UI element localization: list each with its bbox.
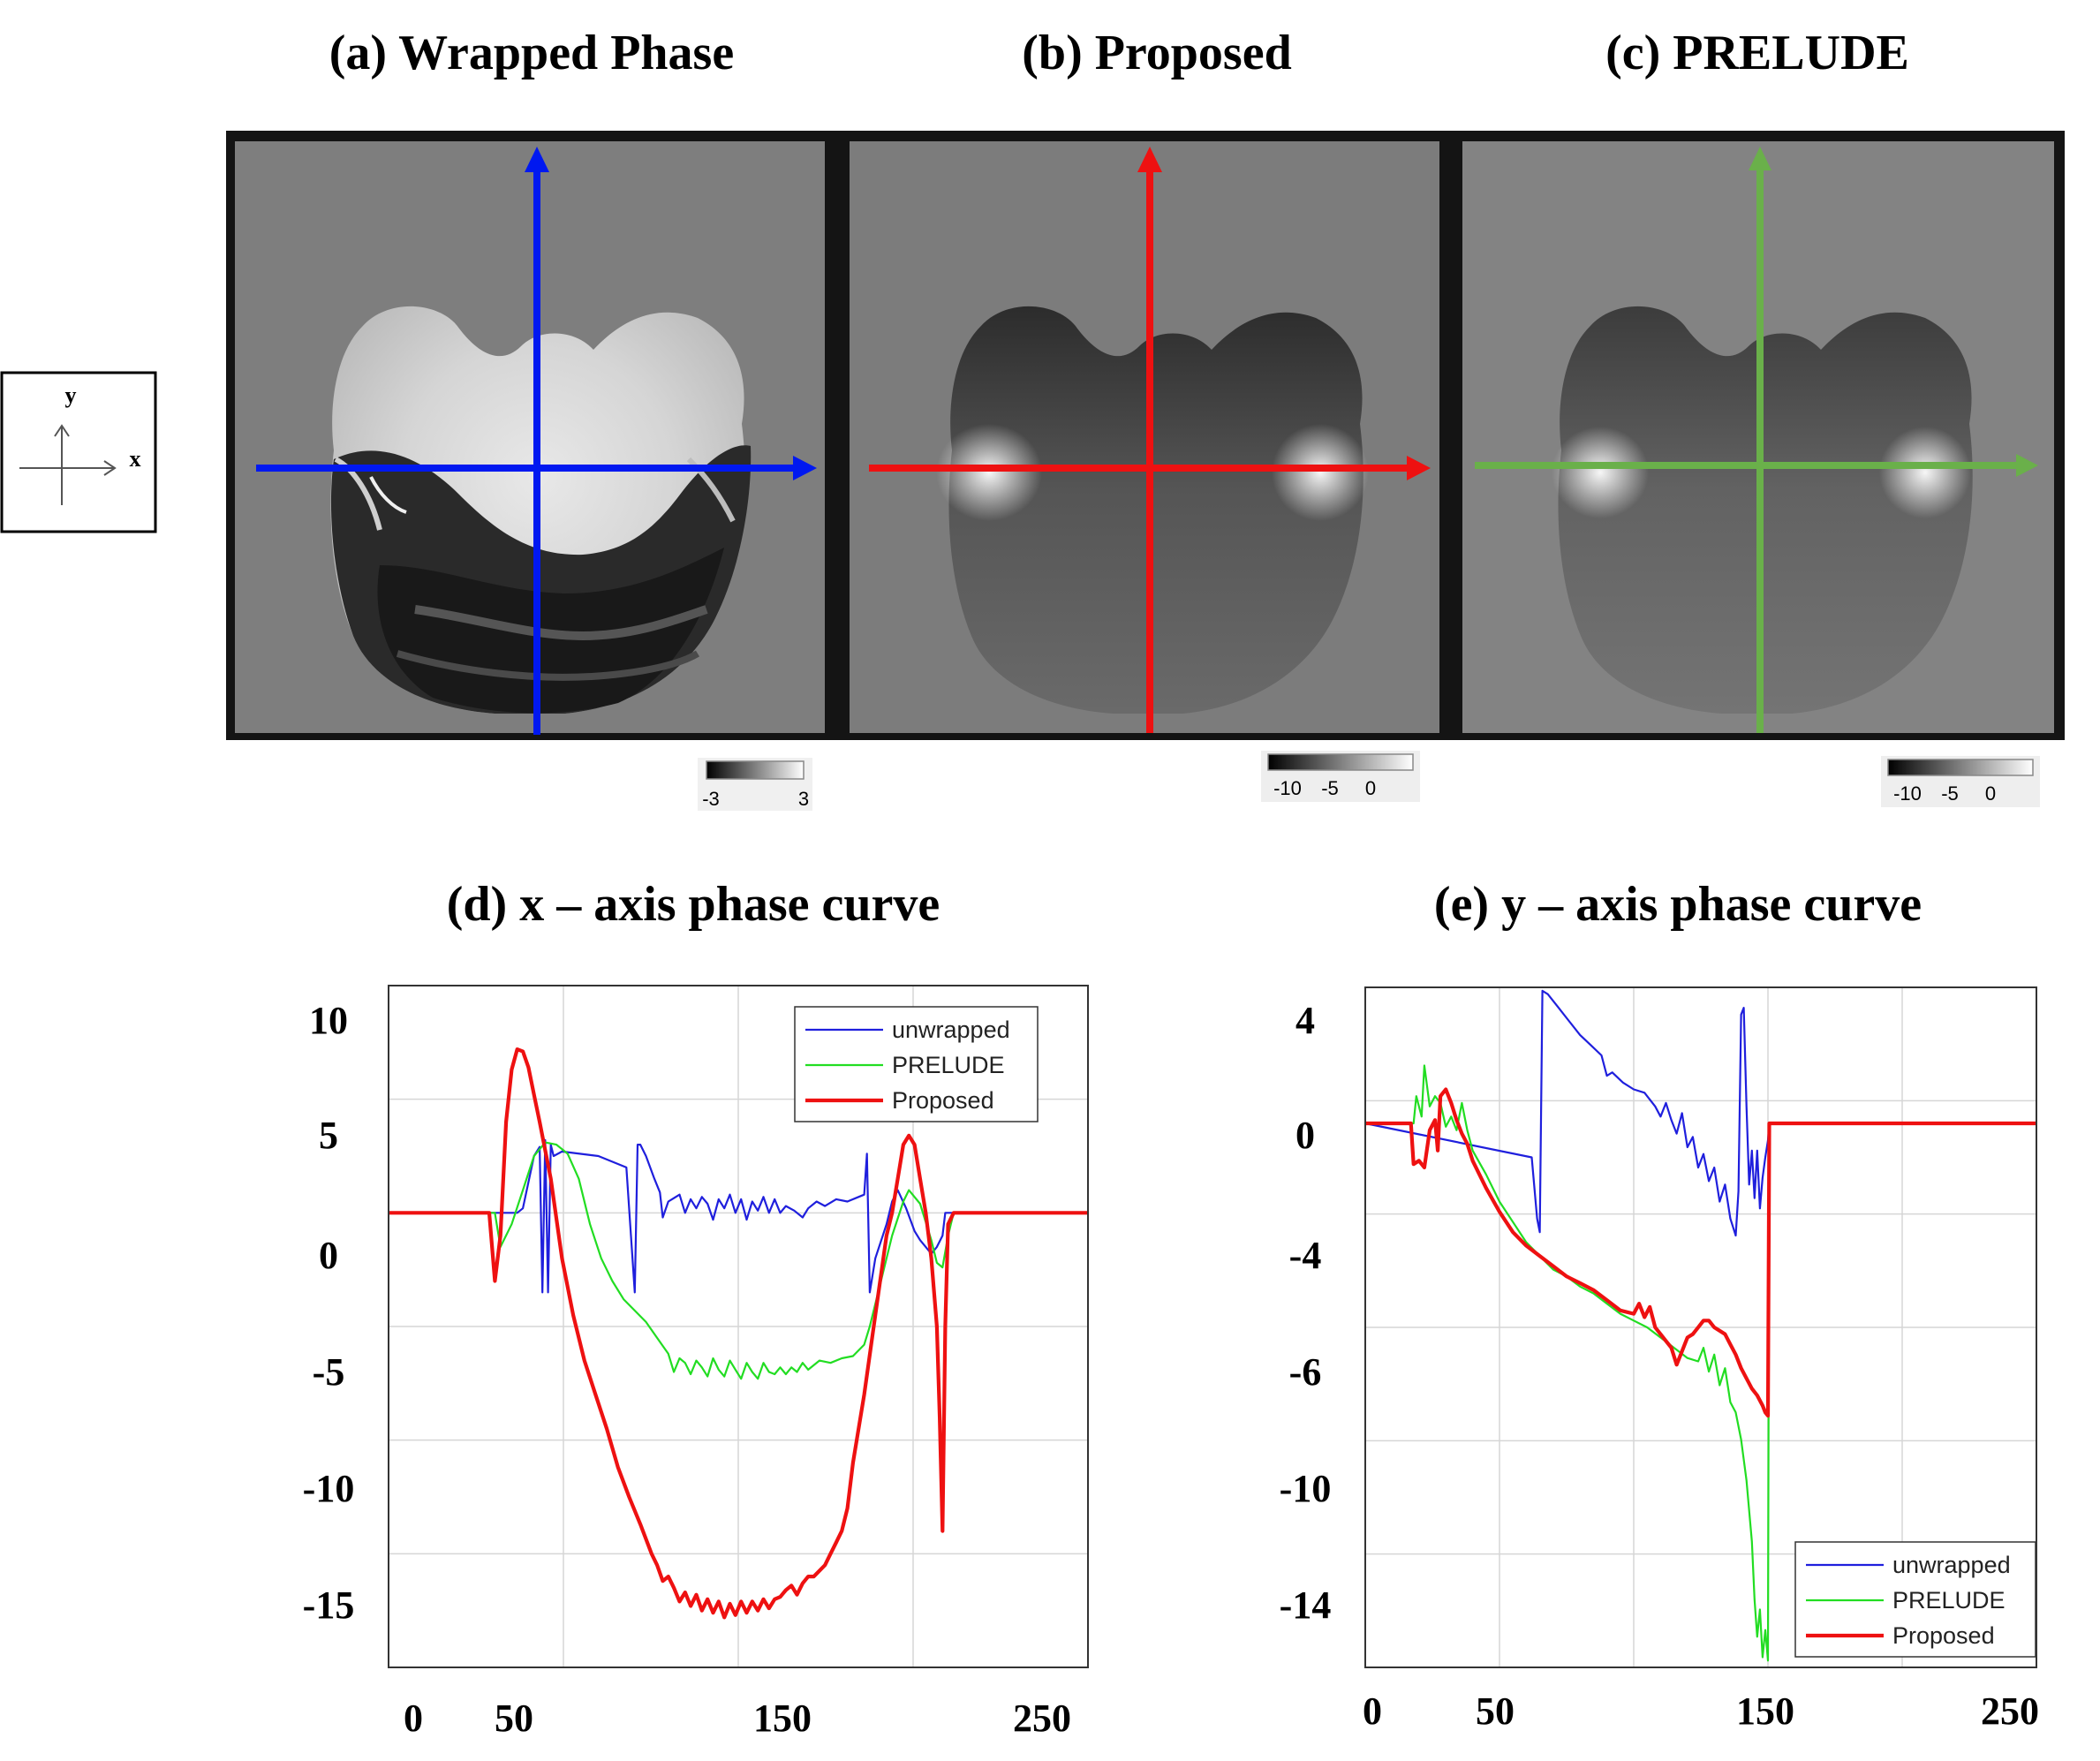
series-line-proposed: [389, 1047, 1088, 1620]
y-tick-label: -5: [313, 1350, 345, 1394]
x-tick-label: 250: [1013, 1697, 1071, 1740]
y-tick-label: 0: [319, 1234, 338, 1277]
legend-label: Proposed: [892, 1087, 994, 1114]
y-tick-label: -14: [1280, 1583, 1332, 1627]
y-tick-label: 0: [1296, 1114, 1315, 1157]
chart-d-x-axis-phase-curve: 0 50 150 2501050-5-10-15unwrappedPRELUDEPro…: [303, 985, 1089, 1740]
y-tick-label: -10: [1280, 1467, 1332, 1510]
x-tick-label: 150: [1736, 1689, 1794, 1733]
panel-b-image: [850, 141, 1439, 733]
x-tick-label: 150: [753, 1697, 812, 1740]
legend-label: PRELUDE: [1892, 1587, 2006, 1614]
panel-c-vertical-arrowhead-icon: [1749, 147, 1771, 170]
series-line-unwrapped: [389, 1138, 1088, 1294]
chart-e-title: (e) y – axis phase curve: [1434, 877, 1922, 932]
colorbar-c-tick-3: 0: [1985, 782, 1996, 805]
colorbar-c-tick-1: -10: [1893, 782, 1922, 805]
legend-label: PRELUDE: [892, 1052, 1005, 1078]
x-tick-label: 0: [404, 1697, 423, 1740]
legend-label: unwrapped: [1892, 1552, 2011, 1578]
panel-a-title: (a) Wrapped Phase: [329, 26, 734, 80]
colorbar-c-tick-2: -5: [1941, 782, 1959, 805]
chart-e-y-axis-phase-curve: 0 50 150 250 4 0 -4 -6 -10 -14 unwrapped PRELUDE Pro…: [1280, 986, 2039, 1733]
panel-c-horizontal-arrowhead-icon: [2016, 454, 2038, 477]
colorbar-a-tick-max: 3: [798, 788, 809, 810]
y-tick-label: 4: [1296, 999, 1315, 1042]
legend-label: unwrapped: [892, 1017, 1010, 1043]
plot-frame: [1364, 986, 2037, 1668]
y-tick-label: -6: [1289, 1350, 1322, 1394]
panel-b-title: (b) Proposed: [1022, 26, 1291, 80]
colorbar-b-tick-2: -5: [1321, 777, 1339, 799]
panel-a-colorbar: -3 3: [698, 758, 812, 811]
y-tick-label: -15: [303, 1583, 355, 1627]
x-tick-label: 250: [1981, 1689, 2039, 1733]
y-tick-label: 5: [319, 1114, 338, 1157]
y-arrow-icon: [54, 424, 70, 437]
x-tick-label: 50: [1476, 1689, 1515, 1733]
series-line-prelude: [1365, 1064, 2036, 1662]
colorbar-b-tick-3: 0: [1365, 777, 1376, 799]
panel-a-image: [235, 141, 825, 735]
panel-a-vertical-arrowhead-icon: [525, 147, 549, 172]
panel-c-colorbar: -10 -5 0: [1881, 756, 2040, 807]
series-line-proposed: [1365, 1087, 2036, 1418]
legend: unwrapped PRELUDE Proposed: [794, 1006, 1039, 1122]
y-tick-label: 10: [309, 999, 348, 1042]
inset-x-label: x: [130, 446, 141, 472]
colorbar-a-tick-min: -3: [702, 788, 720, 810]
x-tick-label: 0: [1363, 1689, 1382, 1733]
legend: unwrapped PRELUDE Proposed: [1794, 1541, 2036, 1658]
panel-b-horizontal-arrowhead-icon: [1407, 456, 1431, 480]
y-tick-label: -4: [1289, 1234, 1322, 1277]
colorbar-b-tick-1: -10: [1273, 777, 1302, 799]
orientation-inset: y x: [0, 371, 157, 533]
y-tick-label: -10: [303, 1467, 355, 1510]
panel-b-colorbar: -10 -5 0: [1261, 751, 1420, 802]
x-tick-label: 50: [495, 1697, 533, 1740]
panel-c-title: (c) PRELUDE: [1605, 26, 1909, 80]
panel-c-image: [1462, 141, 2054, 733]
inset-y-label: y: [65, 382, 77, 408]
plot-frame: [388, 985, 1089, 1668]
x-arrow-icon: [103, 460, 117, 476]
chart-d-title: (d) x – axis phase curve: [447, 877, 940, 932]
panel-b-vertical-arrowhead-icon: [1137, 147, 1162, 172]
legend-label: Proposed: [1892, 1622, 1995, 1649]
panel-a-horizontal-arrowhead-icon: [793, 456, 817, 480]
series-line-unwrapped: [1364, 989, 2036, 1237]
